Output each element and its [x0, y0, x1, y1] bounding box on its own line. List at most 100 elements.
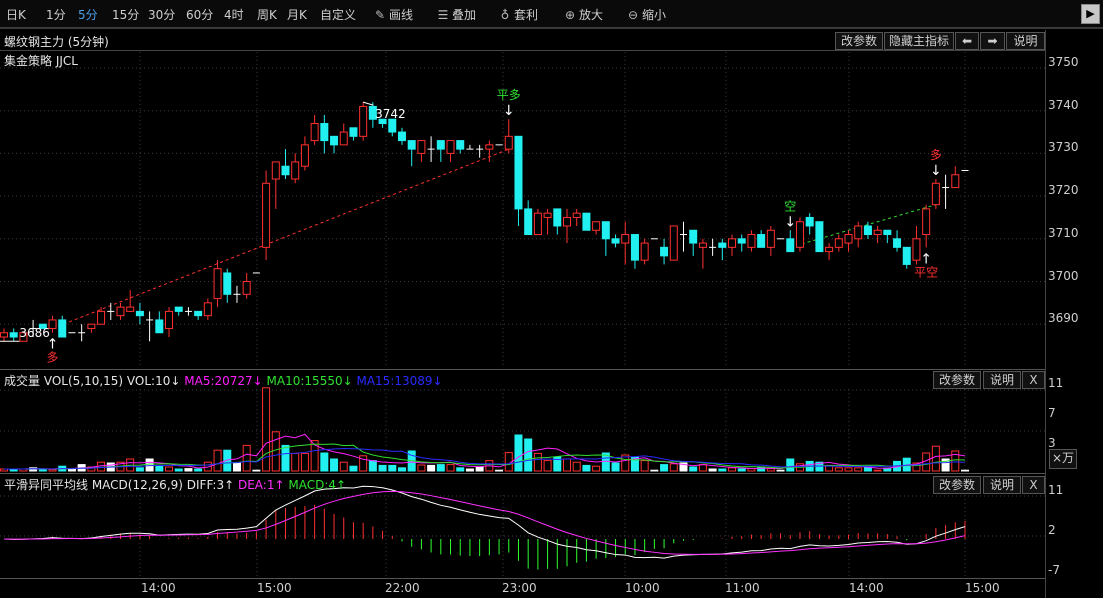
candle-body [165, 310, 174, 329]
candle-body [757, 234, 766, 248]
volume-bar [165, 466, 174, 472]
volume-bar [436, 464, 445, 472]
zoom-in-button[interactable]: ⊕ 放大 [563, 6, 603, 23]
candle-body [368, 105, 377, 120]
volume-bar [368, 460, 377, 472]
draw-line-button[interactable]: ✎ 画线 [373, 6, 413, 23]
candle-body [291, 161, 300, 180]
signal-label: 平多 [497, 88, 521, 102]
period-5min[interactable]: 5分 [78, 8, 98, 22]
macd-value: MACD:4↑ [288, 478, 347, 492]
period-week[interactable]: 周K [257, 8, 277, 22]
divider [0, 578, 1045, 579]
volume-bar [446, 464, 455, 472]
period-day[interactable]: 日K [6, 8, 26, 22]
scroll-right-button[interactable]: ▶ [1081, 4, 1100, 24]
low-price-label: 3686 [19, 326, 50, 341]
macd-dea: DEA:1↑ [237, 478, 285, 492]
candle-body [320, 123, 329, 142]
volume-help-button[interactable]: 说明 [983, 371, 1021, 389]
signal-label: 多 [930, 148, 942, 162]
period-custom[interactable]: 自定义 [320, 8, 357, 22]
main-help-button[interactable]: 说明 [1006, 32, 1045, 50]
volume-bar [737, 468, 746, 472]
candle-body [388, 118, 397, 133]
candle-body [87, 323, 96, 329]
volume-bar [242, 444, 251, 472]
volume-bar [669, 463, 678, 472]
volume-axis-label: 3 [1048, 436, 1056, 450]
macd-indicator-name: 平滑异同平均线 MACD(12,26,9) DIFF:3↑ [4, 478, 235, 492]
macd-help-button[interactable]: 说明 [983, 476, 1021, 494]
zoom-out-button[interactable]: ⊖ 缩小 [626, 6, 666, 23]
toolbar: 日K 1分 5分 15分 30分 60分 4时 周K 月K 自定义 ✎ 画线 ☰ 叠… [0, 0, 1103, 29]
candle-body [310, 123, 319, 142]
volume-bar [931, 445, 940, 472]
arrow-down-icon: ↓ [930, 163, 942, 179]
volume-params-button[interactable]: 改参数 [933, 371, 981, 389]
volume-bar [640, 460, 649, 472]
time-label: 15:00 [257, 581, 292, 595]
volume-indicator-name: 成交量 VOL(5,10,15) VOL:10↓ [4, 374, 181, 388]
period-15min[interactable]: 15分 [112, 8, 140, 22]
draw-line-label: 画线 [389, 8, 414, 22]
candle-body [330, 135, 339, 146]
candle-body [815, 221, 824, 253]
period-4h[interactable]: 4时 [224, 8, 244, 22]
arbitrage-button[interactable]: ♁ 套利 [498, 6, 538, 23]
candle-body [621, 234, 630, 244]
candle-body [485, 144, 494, 150]
volume-bar [203, 461, 212, 472]
candle-body [893, 238, 902, 248]
candle-body [572, 212, 581, 218]
volume-bar [427, 464, 436, 472]
main-params-button[interactable]: 改参数 [835, 32, 883, 50]
arrow-up-icon: ↑ [47, 337, 59, 353]
volume-bar [29, 467, 38, 472]
volume-bar [912, 462, 921, 472]
volume-bar [601, 452, 610, 472]
candle-body [786, 238, 795, 253]
volume-close-button[interactable]: X [1022, 371, 1045, 389]
time-label: 10:00 [625, 581, 660, 595]
volume-bar [563, 458, 572, 472]
volume-bar [844, 467, 853, 472]
volume-bar [339, 461, 348, 472]
volume-bar [417, 464, 426, 472]
overlay-button[interactable]: ☰ 叠加 [436, 6, 476, 23]
candle-body [873, 229, 882, 236]
stack-icon: ☰ [437, 8, 449, 22]
candle-body [553, 208, 562, 227]
arrow-left-icon[interactable]: ⬅ [955, 32, 979, 50]
macd-close-button[interactable]: X [1022, 476, 1045, 494]
arrow-right-icon[interactable]: ➡ [980, 32, 1005, 50]
candle-body [194, 310, 203, 317]
volume-bar [475, 466, 484, 472]
candle-body [795, 221, 804, 248]
volume-bar [524, 438, 533, 472]
arrow-down-icon: ↓ [503, 103, 515, 119]
macd-params-button[interactable]: 改参数 [933, 476, 981, 494]
volume-bar [213, 449, 222, 472]
period-30min[interactable]: 30分 [148, 8, 176, 22]
period-month[interactable]: 月K [287, 8, 307, 22]
volume-ma15-line [4, 448, 966, 470]
candle-body [0, 332, 8, 338]
volume-bar [281, 444, 290, 472]
volume-bar [465, 468, 474, 472]
candle-body [747, 234, 756, 248]
period-60min[interactable]: 60分 [186, 8, 214, 22]
candle-body [504, 135, 513, 150]
hide-main-indicator-button[interactable]: 隐藏主指标 [884, 32, 954, 50]
time-label: 14:00 [849, 581, 884, 595]
volume-bar [145, 458, 154, 472]
time-label: 14:00 [141, 581, 176, 595]
period-1min[interactable]: 1分 [46, 8, 66, 22]
candle-body [271, 161, 280, 180]
volume-bar [194, 468, 203, 472]
volume-unit-label: ×万 [1049, 449, 1077, 469]
macd-axis-label: 11 [1048, 483, 1064, 497]
candle-body [407, 140, 416, 150]
time-label: 23:00 [502, 581, 537, 595]
